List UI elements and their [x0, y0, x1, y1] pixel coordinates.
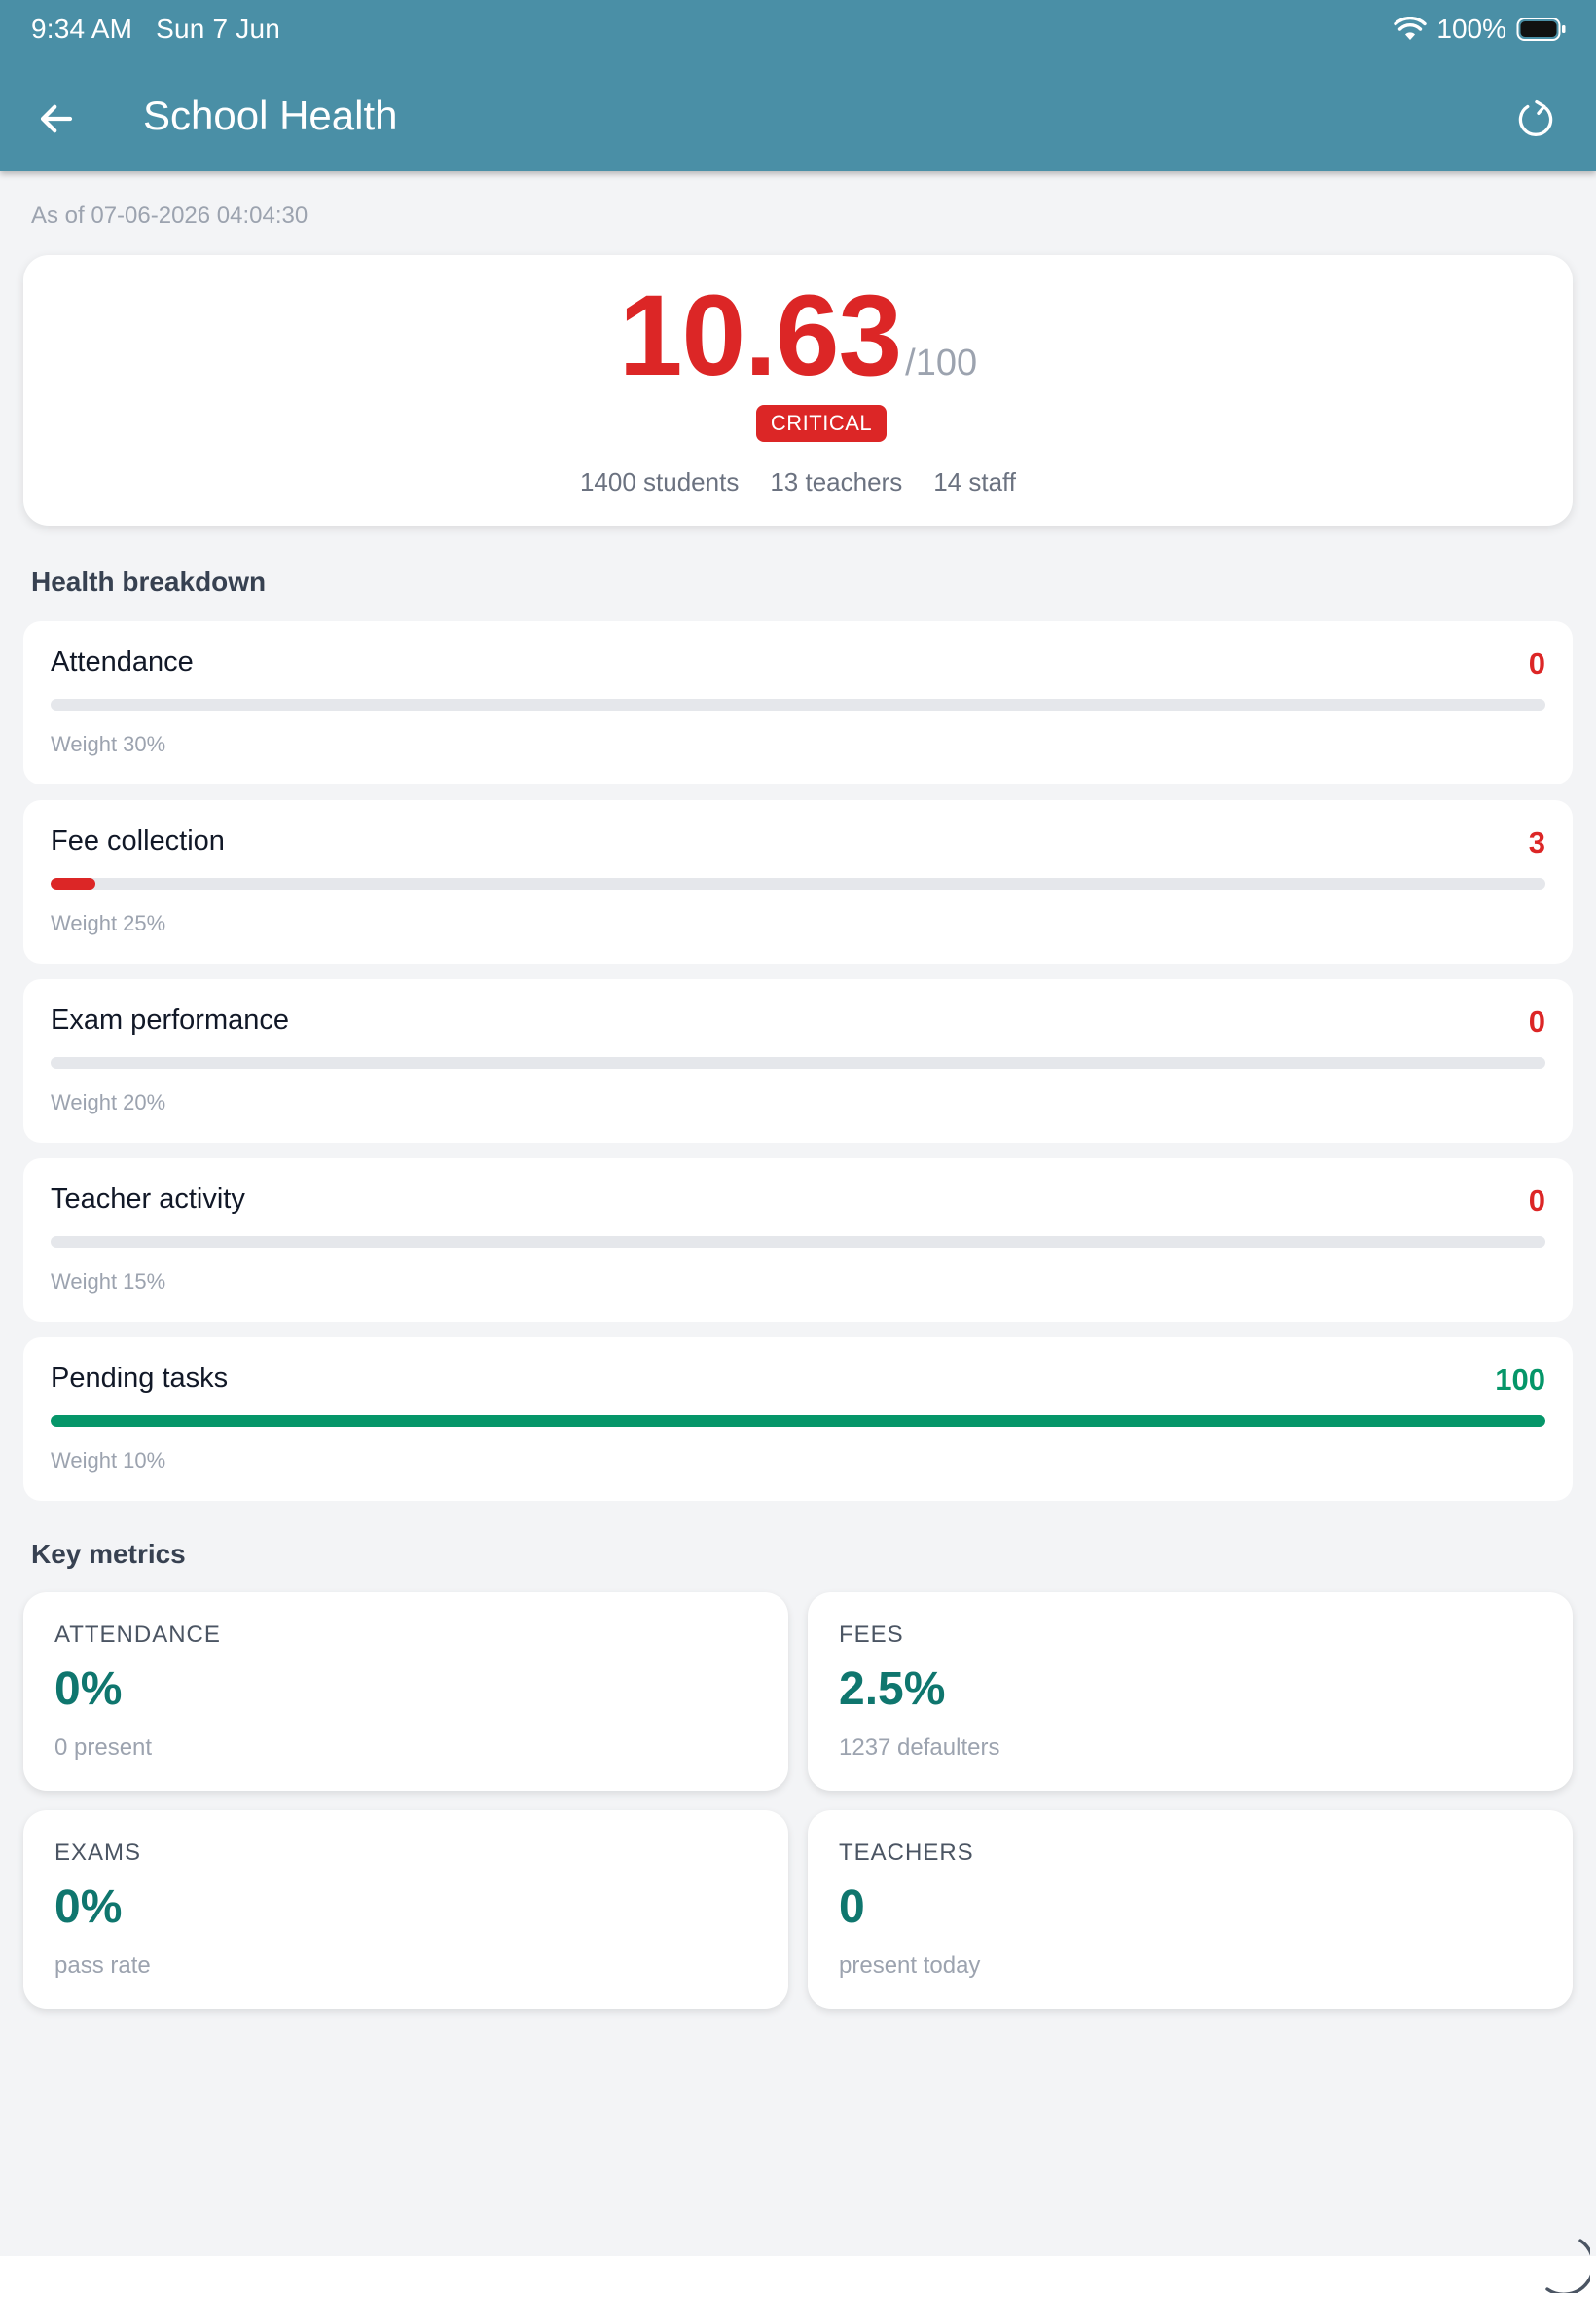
battery-percent: 100% [1436, 14, 1506, 44]
health-score-max: /100 [905, 343, 978, 383]
as-of-timestamp: As of 07-06-2026 04:04:30 [31, 202, 308, 229]
breakdown-label: Pending tasks [51, 1363, 229, 1394]
refresh-button[interactable] [1508, 91, 1563, 146]
breakdown-score: 0 [1528, 1184, 1545, 1218]
breakdown-weight: Weight 10% [51, 1448, 166, 1473]
metric-subtext: 0 present [54, 1734, 153, 1761]
status-date: Sun 7 Jun [156, 14, 280, 44]
breakdown-progress-fill [51, 878, 96, 890]
breakdown-label: Attendance [51, 646, 194, 677]
app-bar: School Health [0, 74, 1596, 162]
bottom-bar [0, 2256, 1596, 2297]
breakdown-weight: Weight 30% [51, 732, 166, 756]
score-row: 10.63 /100 [23, 278, 1573, 393]
breakdown-score: 3 [1528, 825, 1545, 859]
breakdown-card-teacher-activity: Teacher activity 0 Weight 15% [23, 1158, 1573, 1322]
breakdown-score: 100 [1495, 1363, 1545, 1397]
metric-subtext: present today [839, 1952, 981, 1979]
breakdown-progress-track [51, 1057, 1545, 1069]
breakdown-label: Exam performance [51, 1004, 289, 1036]
school-counts: 1400 students 13 teachers 14 staff [23, 467, 1573, 497]
status-bar: 9:34 AM Sun 7 Jun 100% [0, 0, 1596, 62]
page-title: School Health [143, 92, 398, 138]
metric-subtext: 1237 defaulters [839, 1734, 1000, 1761]
breakdown-weight: Weight 20% [51, 1090, 166, 1114]
breakdown-progress-track [51, 1415, 1545, 1427]
metric-label: TEACHERS [839, 1840, 974, 1866]
breakdown-card-exam-performance: Exam performance 0 Weight 20% [23, 979, 1573, 1143]
breakdown-score: 0 [1528, 1004, 1545, 1039]
health-score-card: 10.63 /100 CRITICAL 1400 students 13 tea… [23, 255, 1573, 526]
health-breakdown-title: Health breakdown [31, 566, 267, 597]
metric-value: 0 [839, 1881, 865, 1933]
metric-value: 2.5% [839, 1663, 946, 1715]
breakdown-card-pending-tasks: Pending tasks 100 Weight 10% [23, 1337, 1573, 1501]
teacher-count: 13 teachers [770, 467, 903, 496]
battery-icon [1516, 18, 1566, 41]
breakdown-card-fee-collection: Fee collection 3 Weight 25% [23, 800, 1573, 964]
metric-card-exams: EXAMS 0% pass rate [23, 1810, 788, 2009]
breakdown-progress-track [51, 699, 1545, 711]
metric-value: 0% [54, 1663, 123, 1715]
status-indicators: 100% [1394, 14, 1567, 45]
metric-subtext: pass rate [54, 1952, 151, 1979]
wifi-icon [1394, 17, 1428, 40]
metric-card-attendance: ATTENDANCE 0% 0 present [23, 1592, 788, 1791]
breakdown-progress-track [51, 1236, 1545, 1248]
breakdown-progress-track [51, 878, 1545, 890]
refresh-icon [1518, 99, 1553, 136]
breakdown-progress-fill [51, 1415, 1545, 1427]
metric-card-fees: FEES 2.5% 1237 defaulters [808, 1592, 1573, 1791]
key-metrics-title: Key metrics [31, 1539, 186, 1569]
arrow-left-icon [40, 104, 73, 133]
app-header: 9:34 AM Sun 7 Jun 100% School Health [0, 0, 1596, 171]
metric-label: ATTENDANCE [54, 1622, 221, 1648]
loading-spinner-icon [1545, 2239, 1590, 2293]
breakdown-card-attendance: Attendance 0 Weight 30% [23, 621, 1573, 784]
metric-card-teachers: TEACHERS 0 present today [808, 1810, 1573, 2009]
metric-value: 0% [54, 1881, 123, 1933]
breakdown-label: Fee collection [51, 825, 225, 857]
staff-count: 14 staff [933, 467, 1017, 496]
health-score-value: 10.63 [618, 272, 902, 400]
breakdown-score: 0 [1528, 646, 1545, 680]
status-time-date: 9:34 AM Sun 7 Jun [31, 14, 280, 45]
breakdown-weight: Weight 25% [51, 911, 166, 935]
status-badge: CRITICAL [756, 405, 887, 442]
student-count: 1400 students [579, 467, 740, 496]
breakdown-weight: Weight 15% [51, 1269, 166, 1294]
metric-label: FEES [839, 1622, 904, 1648]
metric-label: EXAMS [54, 1840, 142, 1866]
breakdown-label: Teacher activity [51, 1184, 245, 1215]
back-button[interactable] [29, 91, 84, 146]
status-time: 9:34 AM [31, 14, 133, 44]
